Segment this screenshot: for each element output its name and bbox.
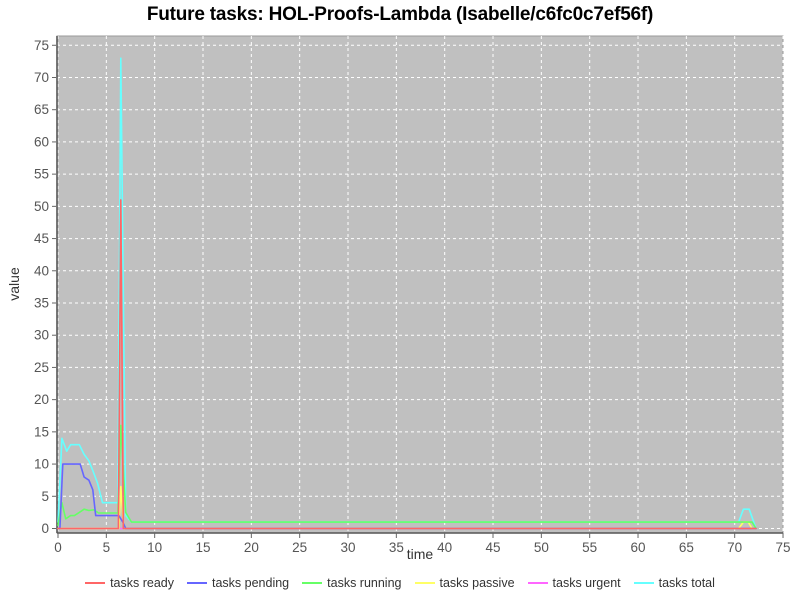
legend-label: tasks pending xyxy=(212,576,290,590)
legend-item: tasks total xyxy=(633,576,715,590)
y-tick-label: 70 xyxy=(34,70,49,85)
y-tick-label: 25 xyxy=(34,360,49,375)
y-tick-label: 35 xyxy=(34,295,49,310)
legend: tasks ready tasks pending tasks running tas… xyxy=(0,576,800,590)
legend-item: tasks pending xyxy=(187,576,289,590)
x-axis-title: time xyxy=(406,546,434,562)
y-tick-label: 65 xyxy=(34,102,49,117)
series-line-tasks-total xyxy=(57,57,757,530)
legend-swatch-icon xyxy=(187,582,207,584)
y-tick-label: 20 xyxy=(34,392,49,407)
x-tick-label: 5 xyxy=(103,540,111,555)
x-tick-label: 25 xyxy=(292,540,307,555)
legend-label: tasks ready xyxy=(110,576,174,590)
y-tick-label: 0 xyxy=(41,521,49,536)
x-tick-label: 55 xyxy=(582,540,597,555)
y-tick-label: 50 xyxy=(34,199,49,214)
legend-item: tasks running xyxy=(302,576,402,590)
x-tick-label: 0 xyxy=(54,540,62,555)
y-axis-title: value xyxy=(6,267,22,301)
legend-swatch-icon xyxy=(527,582,548,584)
legend-label: tasks urgent xyxy=(552,576,621,590)
y-tick-label: 40 xyxy=(34,263,49,278)
legend-swatch-icon xyxy=(85,582,106,584)
y-tick-label: 30 xyxy=(34,328,49,343)
x-tick-label: 75 xyxy=(776,540,791,555)
legend-item: tasks urgent xyxy=(527,576,621,590)
chart-title: Future tasks: HOL-Proofs-Lambda (Isabell… xyxy=(146,4,654,25)
legend-label: tasks total xyxy=(658,576,715,590)
y-tick-label: 60 xyxy=(34,134,49,149)
y-tick-label: 55 xyxy=(34,167,49,182)
series-line-tasks-ready xyxy=(57,199,757,530)
y-tick-label: 15 xyxy=(34,424,49,439)
x-tick-label: 20 xyxy=(244,540,259,555)
y-tick-label: 45 xyxy=(34,231,49,246)
legend-item: tasks passive xyxy=(414,576,515,590)
x-tick-label: 40 xyxy=(437,540,452,555)
x-tick-label: 35 xyxy=(389,540,404,555)
x-tick-label: 60 xyxy=(631,540,646,555)
legend-item: tasks ready xyxy=(85,576,174,590)
plot-background xyxy=(56,35,784,534)
legend-swatch-icon xyxy=(414,582,435,584)
y-tick-label: 10 xyxy=(34,457,49,472)
legend-swatch-icon xyxy=(302,582,323,584)
y-tick-label: 5 xyxy=(41,489,49,504)
series-line-tasks-running xyxy=(57,424,757,530)
x-tick-label: 10 xyxy=(147,540,162,555)
y-tick-label: 75 xyxy=(34,38,49,53)
legend-label: tasks running xyxy=(327,576,402,590)
x-tick-label: 15 xyxy=(195,540,210,555)
x-tick-label: 70 xyxy=(727,540,742,555)
x-tick-label: 45 xyxy=(485,540,500,555)
legend-label: tasks passive xyxy=(439,576,515,590)
x-tick-label: 65 xyxy=(679,540,694,555)
x-tick-label: 30 xyxy=(340,540,355,555)
legend-swatch-icon xyxy=(633,582,654,584)
x-tick-label: 50 xyxy=(534,540,549,555)
